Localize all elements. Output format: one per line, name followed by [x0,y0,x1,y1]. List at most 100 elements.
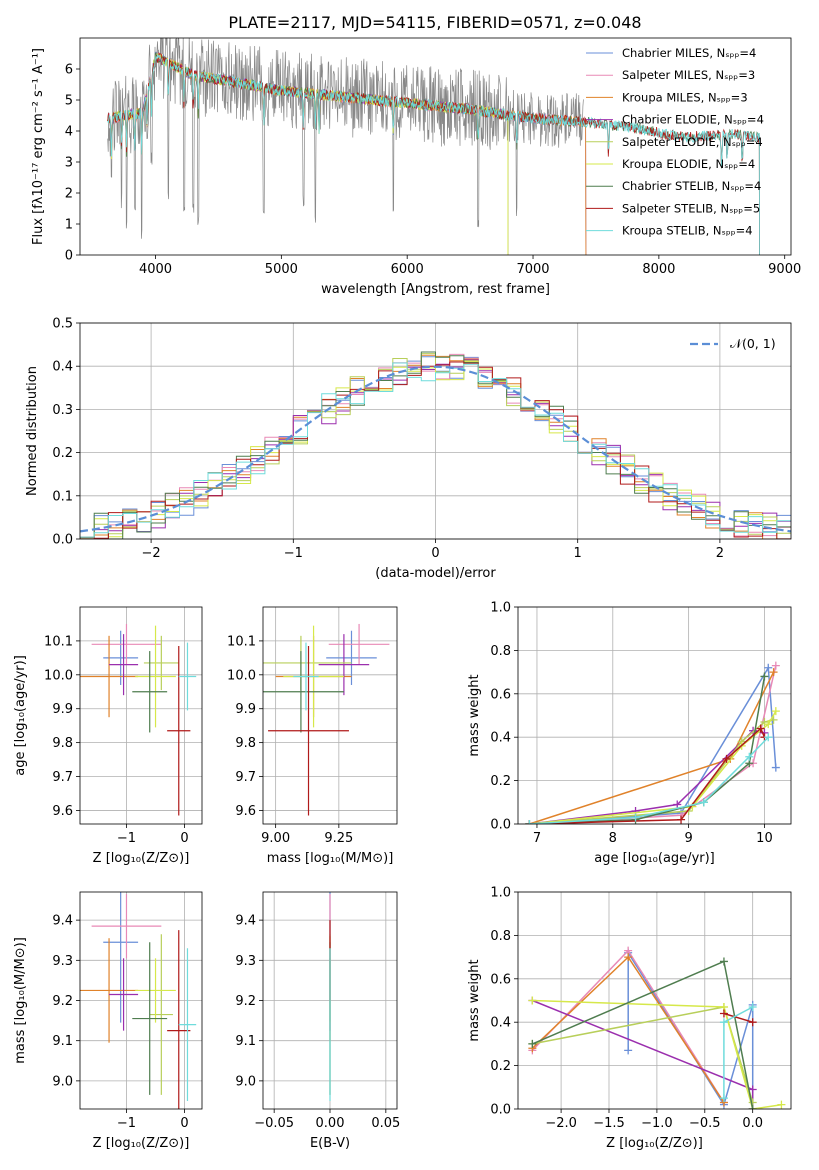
y-tick-label: 0.0 [490,1103,511,1118]
legend-label: Kroupa STELIB, Nₛₚₚ=4 [622,224,753,238]
legend-label: Chabrier MILES, Nₛₚₚ=4 [622,46,756,60]
weight-series-line [723,1012,753,1023]
axes-ebv_mass: −0.05 0.00 0.05 9.0 9.1 9.2 9.3 9.4 E(B-V) [235,891,400,1151]
x-tick-label: −1 [117,831,136,846]
ticks-z_weight [514,891,754,1113]
y-tick-label: 0.4 [52,360,73,375]
y-tick-label: 0.0 [490,818,511,833]
ticks-z_age [76,640,185,828]
errorbar-point [91,894,162,959]
y-tick-label: 0.6 [490,972,511,987]
axes-spectrum: 4000 5000 6000 7000 8000 9000 0 1 2 3 4 5 6 wavelengt… [31,37,801,297]
weight-point-marker [722,754,731,763]
y-tick-label: 10.1 [44,634,73,649]
x-axis-label: age [log₁₀(age/yr)] [594,851,715,866]
residual-histogram-step [80,351,791,539]
ticks-mass_age [259,640,340,828]
weight-point-marker [528,1039,537,1048]
y-tick-label: 0.2 [52,446,73,461]
errorbar-point [268,645,349,816]
y-tick-label: 9.2 [235,994,256,1009]
legend-label: Salpeter ELODIE, Nₛₚₚ=4 [622,135,763,149]
errorbar-point [178,642,197,711]
y-tick-label: 1.0 [490,601,511,616]
axes-frame [79,37,792,256]
errorbar-point [293,642,319,711]
x-axis-label: wavelength [Angstrom, rest frame] [321,282,550,297]
y-tick-label: 3 [65,156,73,171]
x-tick-label: 5000 [265,262,298,277]
x-tick-label: 7 [533,831,541,846]
axes-z_weight: −2.0 −1.5 −1.0 −0.5 0.0 0.0 0.2 0.4 0.6 0.8 1.0 Z [… [467,886,792,1151]
axes-frame [262,606,398,825]
legend-label: Kroupa MILES, Nₛₚₚ=3 [622,90,748,104]
axes-frame [262,891,398,1110]
weight-point-marker [748,1105,757,1109]
y-tick-label: 1 [65,218,73,233]
weight-point-marker [764,733,773,742]
weight-series-line [529,676,766,824]
y-tick-label: 0.4 [490,1016,511,1031]
x-axis-label: Z [log₁₀(Z/Z⊙)] [93,851,190,866]
errorbar-point [167,645,191,816]
errorbar-point [132,942,168,1095]
weight-point-marker [624,1046,633,1055]
weight-series-line [532,999,782,1109]
observed-spectrum-line [107,38,584,239]
weight-point-marker [699,798,708,807]
y-tick-label: 10.0 [44,668,73,683]
x-tick-label: 0.0 [742,1116,763,1131]
y-tick-label: 0.3 [52,403,73,418]
plot-residuals [80,351,791,539]
ticks-age_weight [514,606,765,828]
errorbar-point [109,634,139,696]
figure-title: PLATE=2117, MJD=54115, FIBERID=0571, z=0… [228,13,641,32]
x-tick-label: 2 [716,546,724,561]
grid-z_mass [80,892,202,1109]
x-tick-label: 0 [180,831,188,846]
y-tick-label: 9.7 [52,770,73,785]
y-tick-label: 9.8 [235,736,256,751]
x-tick-label: −1.5 [593,1116,625,1131]
x-tick-label: −1 [284,546,303,561]
errorbar-point [80,938,139,1043]
weight-point-marker [719,1018,728,1027]
y-tick-label: 9.4 [235,914,256,929]
errorbar-point [178,948,197,1101]
x-axis-label: Z [log₁₀(Z/Z⊙)] [606,1136,703,1151]
y-tick-label: 9.9 [235,702,256,717]
weight-point-marker [769,668,778,677]
weight-point-marker [745,752,754,761]
weight-point-marker [748,1085,757,1094]
axes-z_age: −1 0 9.6 9.7 9.8 9.9 10.0 10.1 Z [log₁₀(Z/Z⊙)] ag… [13,606,203,866]
weight-point-marker [764,663,773,672]
y-tick-label: 9.6 [52,804,73,819]
y-tick-label: 9.8 [52,736,73,751]
y-tick-label: 9.2 [52,994,73,1009]
y-tick-label: 1.0 [490,886,511,901]
y-tick-label: 9.4 [52,914,73,929]
y-tick-label: 0.0 [52,533,73,548]
x-tick-label: −1.0 [641,1116,673,1131]
x-tick-label: 1 [574,546,582,561]
errorbar-point [328,623,390,665]
y-tick-label: 9.3 [52,954,73,969]
y-tick-label: 10.0 [227,668,256,683]
y-axis-label: mass [log₁₀(M/M⊙)] [13,937,28,1064]
x-tick-label: 0.05 [371,1116,400,1131]
y-tick-label: 5 [65,94,73,109]
y-tick-label: 10.1 [227,634,256,649]
weight-point-marker [525,820,534,824]
errorbar-point [263,651,344,733]
x-tick-label: 0 [180,1116,188,1131]
y-tick-label: 9.3 [235,954,256,969]
weight-point-marker [771,707,780,716]
y-axis-label: mass weight [467,959,482,1041]
weight-point-marker [631,813,640,822]
y-tick-label: 2 [65,187,73,202]
x-tick-label: 8000 [642,262,675,277]
errorbar-point [135,625,176,728]
x-tick-label: 7000 [516,262,549,277]
weight-point-marker [719,1094,728,1103]
